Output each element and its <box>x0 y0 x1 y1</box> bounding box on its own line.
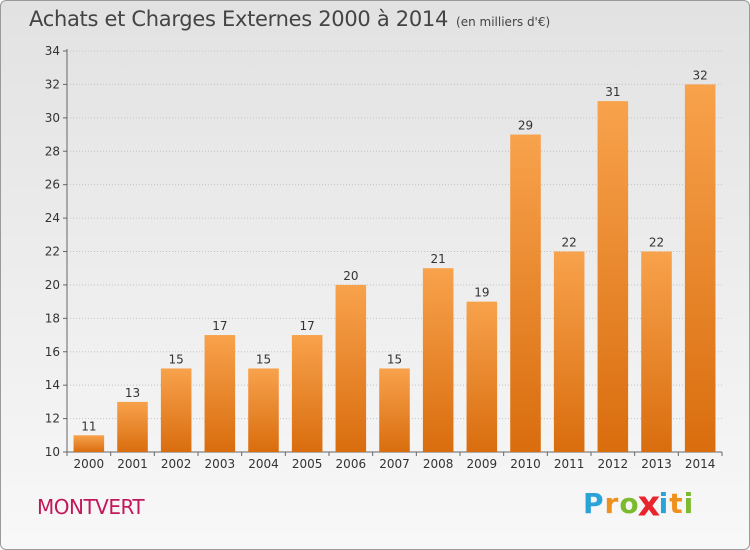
y-tick-label: 34 <box>45 44 60 58</box>
y-tick-label: 10 <box>45 445 60 459</box>
data-label: 21 <box>431 252 446 266</box>
x-tick-label: 2009 <box>467 457 498 471</box>
y-tick-label: 30 <box>45 111 60 125</box>
x-tick-label: 2000 <box>74 457 105 471</box>
y-tick-label: 14 <box>45 378 60 392</box>
data-label: 13 <box>125 386 140 400</box>
bar-2004 <box>248 368 279 452</box>
x-tick-label: 2007 <box>379 457 410 471</box>
data-label: 20 <box>343 269 358 283</box>
bar-2009 <box>466 301 498 452</box>
bar-2014 <box>684 84 716 453</box>
x-tick-label: 2003 <box>205 457 236 471</box>
bar-2002 <box>160 368 192 452</box>
bar-2000 <box>73 435 105 452</box>
x-tick-label: 2006 <box>336 457 367 471</box>
y-tick-label: 32 <box>45 77 60 91</box>
data-label: 22 <box>649 236 664 250</box>
city-name: MONTVERT <box>37 495 145 519</box>
chart-title-text: Achats et Charges Externes 2000 à 2014 <box>29 7 449 31</box>
label-layer: 11 13 15 17 15 17 20 15 21 19 29 22 31 22 32 <box>81 68 708 433</box>
x-tick-label: 2002 <box>161 457 192 471</box>
y-tick-label: 20 <box>45 278 60 292</box>
chart-title: Achats et Charges Externes 2000 à 2014 (e… <box>29 7 550 31</box>
brand-letter: i <box>683 487 695 520</box>
bar-layer <box>73 84 716 453</box>
y-tick-label: 26 <box>45 178 60 192</box>
bar-2012 <box>597 101 629 452</box>
y-tick-label: 24 <box>45 211 60 225</box>
brand-letter: P <box>583 487 605 520</box>
y-tick-label: 12 <box>45 412 60 426</box>
x-tick-label: 2014 <box>685 457 716 471</box>
x-tick-label: 2005 <box>292 457 323 471</box>
bar-2007 <box>379 368 410 452</box>
bar-2006 <box>335 284 367 452</box>
bar-2001 <box>117 401 148 452</box>
x-tick-label: 2008 <box>423 457 454 471</box>
bar-2011 <box>553 251 585 452</box>
y-tick-label: 16 <box>45 345 60 359</box>
brand-letter: i <box>658 487 670 520</box>
y-tick-label: 18 <box>45 311 60 325</box>
x-tick-label: 2010 <box>510 457 541 471</box>
brand-letter: x <box>637 482 662 525</box>
bar-2008 <box>422 268 454 452</box>
data-label: 19 <box>474 286 489 300</box>
brand-letter: r <box>604 487 620 520</box>
bar-2010 <box>510 134 541 452</box>
y-tick-label: 28 <box>45 144 60 158</box>
data-label: 22 <box>562 236 577 250</box>
data-label: 15 <box>387 352 402 366</box>
brand-letter: o <box>619 487 640 520</box>
bar-2003 <box>204 335 236 452</box>
data-label: 17 <box>212 319 227 333</box>
x-tick-label: 2001 <box>117 457 148 471</box>
x-tick-label: 2011 <box>554 457 585 471</box>
data-label: 32 <box>693 68 708 82</box>
bar-2013 <box>641 251 672 452</box>
data-label: 31 <box>605 85 620 99</box>
data-label: 15 <box>169 352 184 366</box>
y-tick-label: 22 <box>45 245 60 259</box>
chart-unit: (en milliers d'€) <box>456 15 551 29</box>
brand-letter: t <box>669 487 684 520</box>
proxiti-logo: Proxiti <box>583 483 695 524</box>
data-label: 17 <box>300 319 315 333</box>
data-label: 11 <box>81 419 96 433</box>
data-label: 15 <box>256 352 271 366</box>
x-tick-label: 2012 <box>598 457 629 471</box>
x-tick-label: 2013 <box>641 457 672 471</box>
data-label: 29 <box>518 119 533 133</box>
bar-2005 <box>291 335 323 452</box>
x-tick-label: 2004 <box>248 457 279 471</box>
